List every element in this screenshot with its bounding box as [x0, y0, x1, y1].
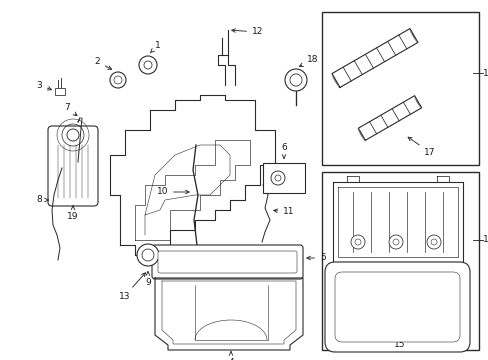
- Bar: [321, 12, 478, 165]
- FancyBboxPatch shape: [152, 245, 303, 279]
- Circle shape: [270, 171, 285, 185]
- Circle shape: [426, 235, 440, 249]
- Circle shape: [143, 61, 152, 69]
- Circle shape: [142, 249, 154, 261]
- Circle shape: [388, 235, 402, 249]
- Text: 15: 15: [393, 334, 405, 349]
- Text: 11: 11: [273, 207, 294, 216]
- Circle shape: [274, 175, 281, 181]
- Text: 12: 12: [231, 27, 263, 36]
- Text: 10: 10: [156, 188, 189, 197]
- Circle shape: [289, 74, 302, 86]
- Text: 19: 19: [67, 206, 79, 221]
- Bar: [321, 172, 478, 350]
- Circle shape: [350, 235, 364, 249]
- Text: 13: 13: [118, 273, 145, 301]
- Text: 14: 14: [482, 235, 488, 244]
- Circle shape: [110, 72, 126, 88]
- Text: 8: 8: [36, 195, 48, 204]
- Circle shape: [139, 56, 157, 74]
- Text: 2: 2: [94, 58, 111, 69]
- Text: 6: 6: [281, 143, 286, 158]
- Circle shape: [114, 76, 122, 84]
- Text: 1: 1: [150, 41, 161, 53]
- FancyBboxPatch shape: [158, 251, 296, 273]
- Circle shape: [354, 239, 360, 245]
- Circle shape: [285, 69, 306, 91]
- Text: 9: 9: [145, 272, 151, 287]
- Text: 7: 7: [64, 104, 77, 116]
- Bar: [55, 88, 65, 95]
- Circle shape: [392, 239, 398, 245]
- Text: 4: 4: [228, 352, 233, 360]
- Text: 16: 16: [482, 68, 488, 77]
- Text: 17: 17: [407, 137, 435, 157]
- Bar: [263, 163, 305, 193]
- Text: 5: 5: [306, 253, 325, 262]
- Circle shape: [137, 244, 159, 266]
- Text: 18: 18: [299, 55, 318, 67]
- Circle shape: [430, 239, 436, 245]
- FancyBboxPatch shape: [334, 272, 459, 342]
- Text: 3: 3: [36, 81, 51, 90]
- FancyBboxPatch shape: [48, 126, 98, 206]
- FancyBboxPatch shape: [325, 262, 469, 352]
